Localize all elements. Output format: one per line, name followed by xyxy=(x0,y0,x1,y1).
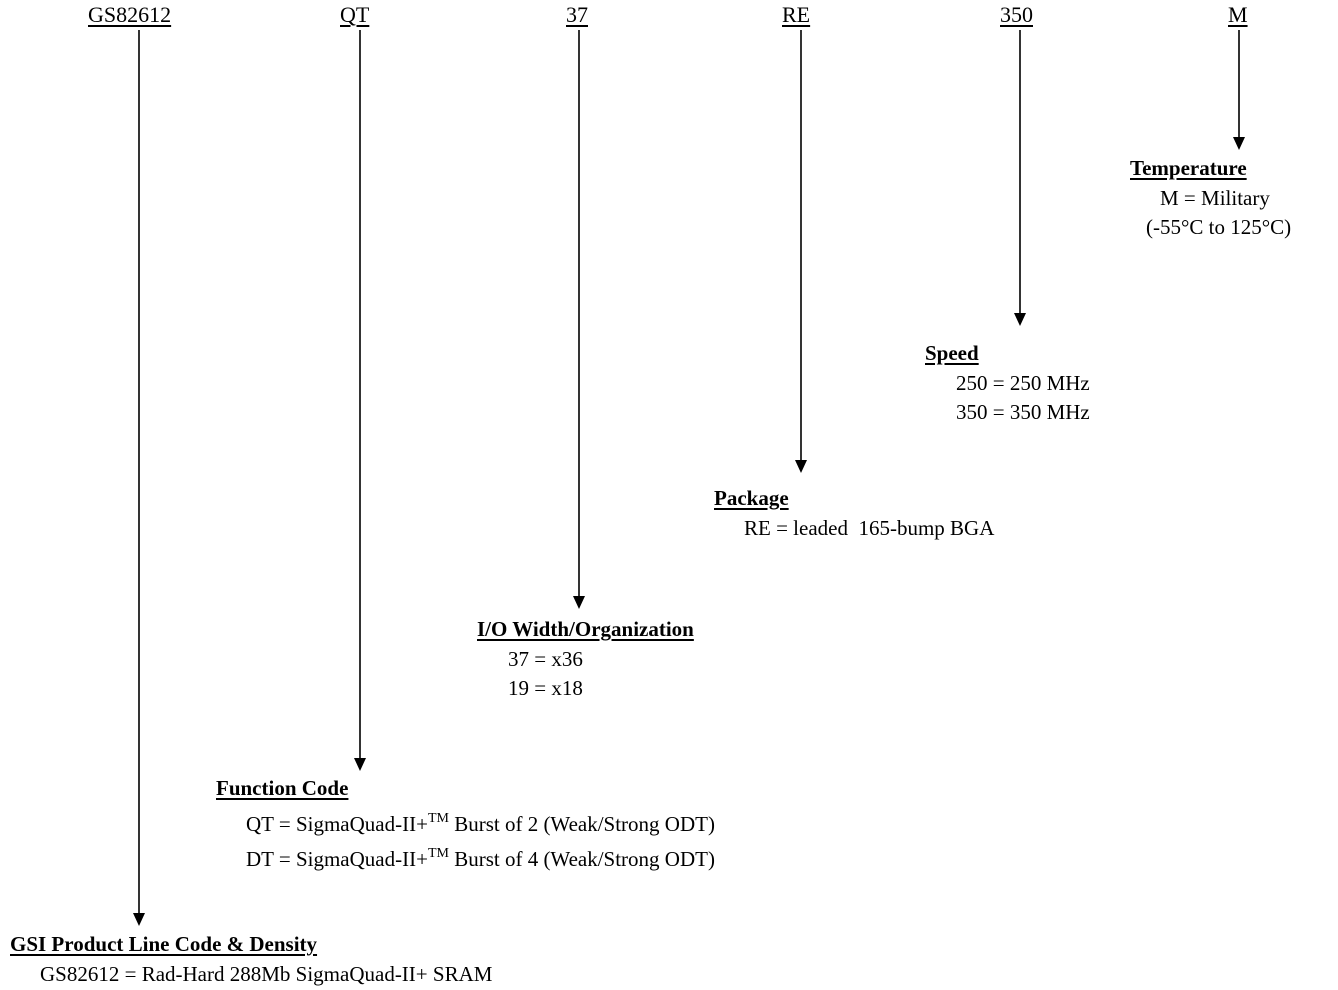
io-width-line-1: 37 = x36 xyxy=(508,647,583,671)
io-width-line-2: 19 = x18 xyxy=(508,676,583,700)
product-line-line-1: GS82612 = Rad-Hard 288Mb SigmaQuad-II+ S… xyxy=(40,962,493,986)
arrow-product xyxy=(133,30,145,926)
speed-line-2: 350 = 350 MHz xyxy=(956,400,1090,424)
product-line-title: GSI Product Line Code & Density xyxy=(10,932,318,956)
package-title: Package xyxy=(714,486,789,510)
function-code-line-1: QT = SigmaQuad-II+TM Burst of 2 (Weak/St… xyxy=(246,812,715,837)
temperature-line-2: (-55°C to 125°C) xyxy=(1146,215,1292,239)
function-code-line-2-post: Burst of 4 (Weak/Strong ODT) xyxy=(448,847,715,871)
arrow-width xyxy=(573,30,585,609)
code-width: 37 xyxy=(566,2,588,27)
speed-line-1: 250 = 250 MHz xyxy=(956,371,1090,395)
code-temperature: M xyxy=(1228,2,1248,27)
arrow-function xyxy=(354,30,366,771)
trademark-mark: TM xyxy=(427,811,449,826)
function-code-title: Function Code xyxy=(216,776,349,800)
temperature-title: Temperature xyxy=(1130,156,1247,180)
arrow-temperature xyxy=(1233,30,1245,150)
code-speed: 350 xyxy=(1000,2,1033,27)
function-code-line-1-pre: QT = SigmaQuad-II+ xyxy=(246,812,428,836)
io-width-title: I/O Width/Organization xyxy=(477,617,694,641)
arrow-speed xyxy=(1014,30,1026,326)
trademark-mark: TM xyxy=(427,846,449,861)
code-package: RE xyxy=(782,2,811,27)
code-function: QT xyxy=(340,2,370,27)
code-product: GS82612 xyxy=(88,2,172,27)
function-code-line-2: DT = SigmaQuad-II+TM Burst of 4 (Weak/St… xyxy=(246,847,715,872)
package-line-1: RE = leaded 165-bump BGA xyxy=(744,516,995,540)
function-code-line-2-pre: DT = SigmaQuad-II+ xyxy=(246,847,428,871)
speed-title: Speed xyxy=(925,341,979,365)
arrow-package xyxy=(795,30,807,473)
temperature-line-1: M = Military xyxy=(1160,186,1270,210)
function-code-line-1-post: Burst of 2 (Weak/Strong ODT) xyxy=(448,812,715,836)
